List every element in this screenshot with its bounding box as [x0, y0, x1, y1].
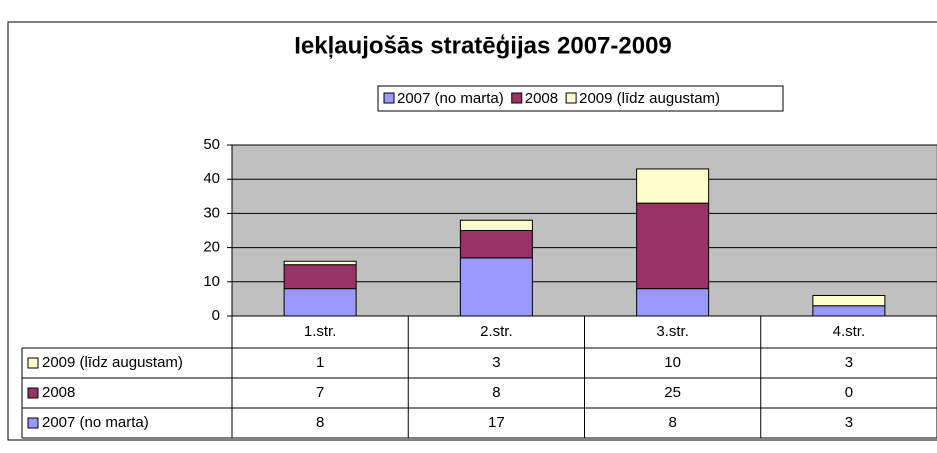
table-value: 8 [668, 414, 676, 431]
bar [812, 305, 886, 317]
table-value: 7 [316, 384, 324, 401]
table-value: 25 [664, 384, 681, 401]
y-tick-label: 30 [203, 204, 220, 221]
x-tick-label: 4.str. [833, 323, 866, 340]
legend-swatch [27, 417, 39, 429]
x-tick-label: 2.str. [480, 323, 513, 340]
legend-label: 2008 [525, 90, 558, 107]
table-value: 3 [492, 354, 500, 371]
bar [459, 230, 533, 259]
legend-swatch [27, 357, 39, 369]
legend-box [377, 85, 784, 112]
bar [283, 260, 357, 266]
table-row-label: 2007 (no marta) [42, 414, 149, 431]
x-tick-label: 3.str. [656, 323, 689, 340]
y-tick-label: 50 [203, 136, 220, 153]
legend-swatch [27, 387, 39, 399]
table-value: 1 [316, 354, 324, 371]
legend-swatch [511, 92, 523, 104]
table-value: 17 [488, 414, 505, 431]
y-tick-label: 40 [203, 170, 220, 187]
table-row-label: 2009 (līdz augustam) [42, 354, 183, 371]
bar [636, 288, 710, 317]
bar [812, 294, 886, 307]
legend-label: 2009 (līdz augustam) [579, 90, 720, 107]
bar [459, 219, 533, 232]
table-row-label: 2008 [42, 384, 75, 401]
bar [636, 168, 710, 204]
bar [636, 202, 710, 290]
legend-swatch [565, 92, 577, 104]
y-tick-label: 10 [203, 273, 220, 290]
bar [283, 264, 357, 290]
table-value: 8 [492, 384, 500, 401]
legend-label: 2007 (no marta) [397, 90, 504, 107]
table-value: 3 [845, 414, 853, 431]
y-tick-label: 20 [203, 239, 220, 256]
table-value: 3 [845, 354, 853, 371]
legend-swatch [383, 92, 395, 104]
x-tick-label: 1.str. [304, 323, 337, 340]
table-value: 8 [316, 414, 324, 431]
bar [459, 257, 533, 317]
y-tick-label: 0 [212, 307, 220, 324]
chart-title: Iekļaujošās stratēģijas 2007-2009 [294, 32, 672, 59]
table-value: 10 [664, 354, 681, 371]
bar [283, 288, 357, 317]
table-value: 0 [845, 384, 853, 401]
